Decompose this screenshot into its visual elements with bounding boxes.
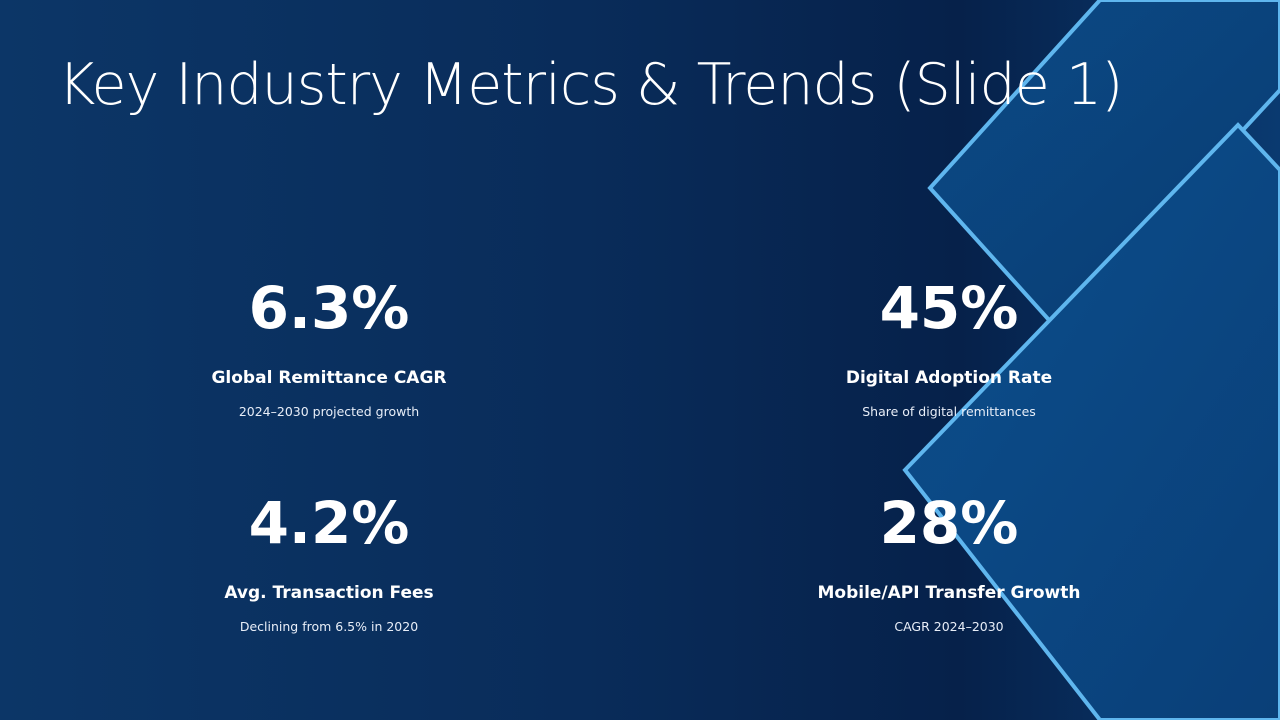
metric-description: 2024–2030 projected growth xyxy=(238,404,420,419)
metric-card: 28% Mobile/API Transfer Growth CAGR 2024–2… xyxy=(739,490,1159,635)
metric-card: 4.2% Avg. Transaction Fees Declining from … xyxy=(119,490,539,635)
diamond-shape xyxy=(902,122,1280,720)
metric-card: 6.3% Global Remittance CAGR 2024–2030 proj… xyxy=(119,275,539,420)
metric-label: Digital Adoption Rate xyxy=(845,368,1053,388)
metric-value: 45% xyxy=(879,274,1019,342)
metric-description: Declining from 6.5% in 2020 xyxy=(239,619,419,634)
slide-title: Key Industry Metrics & Trends (Slide 1) xyxy=(58,52,1123,118)
metric-label: Global Remittance CAGR xyxy=(211,368,447,388)
metric-value: 4.2% xyxy=(248,489,410,557)
metric-description: Share of digital remittances xyxy=(862,404,1036,419)
metric-value: 6.3% xyxy=(248,274,410,342)
metric-label: Mobile/API Transfer Growth xyxy=(817,583,1081,603)
metric-label: Avg. Transaction Fees xyxy=(224,583,434,603)
metric-value: 28% xyxy=(879,489,1019,557)
metric-description: CAGR 2024–2030 xyxy=(894,619,1004,634)
metric-card: 45% Digital Adoption Rate Share of digital… xyxy=(739,275,1159,420)
